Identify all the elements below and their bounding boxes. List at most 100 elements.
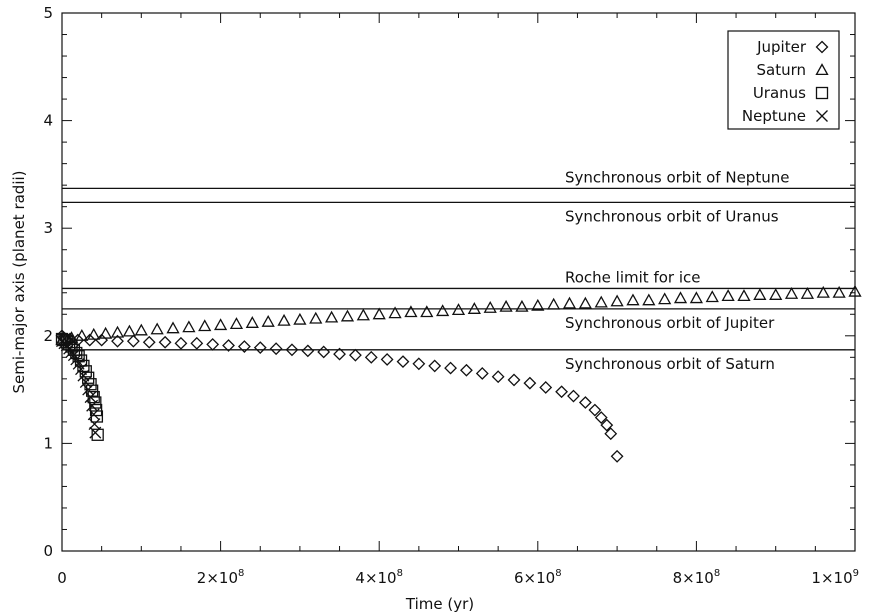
- saturn-marker: [309, 311, 323, 324]
- saturn-marker: [737, 289, 751, 302]
- saturn-marker: [800, 286, 815, 299]
- x-tick-label-mantissa: 1×10: [811, 569, 852, 587]
- jupiter-marker: [460, 363, 473, 377]
- saturn-marker: [689, 291, 704, 304]
- data-markers: [55, 284, 862, 463]
- x-tick-label-exponent: 8: [714, 568, 720, 579]
- saturn-marker: [547, 297, 561, 310]
- saturn-marker: [483, 300, 497, 313]
- saturn-marker: [87, 327, 101, 340]
- saturn-marker: [372, 307, 386, 320]
- legend-saturn-icon: [815, 63, 829, 76]
- jupiter-marker: [333, 347, 346, 361]
- x-tick-label: 8×108: [673, 568, 721, 587]
- jupiter-marker: [285, 343, 299, 357]
- legend-label-saturn: Saturn: [756, 61, 806, 79]
- saturn-marker: [642, 293, 656, 306]
- legend-neptune-icon: [816, 110, 828, 122]
- y-tick-label: 3: [43, 219, 53, 237]
- saturn-marker: [816, 285, 830, 298]
- jupiter-marker: [190, 336, 204, 350]
- neptune-marker: [79, 376, 92, 389]
- x-tick-label-exponent: 8: [397, 568, 403, 579]
- y-tick-label: 2: [43, 327, 53, 345]
- jupiter-marker: [158, 335, 172, 349]
- saturn-marker: [388, 306, 402, 319]
- jupiter-marker: [206, 337, 220, 351]
- x-tick-label-mantissa: 8×10: [673, 569, 714, 587]
- saturn-marker: [578, 296, 592, 309]
- neptune-marker: [87, 408, 100, 421]
- saturn-marker: [134, 323, 148, 336]
- uranus-marker: [90, 410, 104, 423]
- saturn-marker: [769, 288, 783, 300]
- neptune-marker: [89, 426, 102, 439]
- saturn-marker: [562, 296, 577, 309]
- jupiter-marker: [604, 427, 618, 441]
- uranus-marker: [82, 371, 95, 384]
- jupiter-marker: [491, 370, 505, 384]
- jupiter-marker: [237, 340, 251, 353]
- jupiter-marker: [364, 350, 378, 364]
- reference-label-synchronous-orbit-of-neptune: Synchronous orbit of Neptune: [565, 168, 789, 186]
- jupiter-marker: [269, 342, 283, 356]
- x-tick-label: 1×109: [811, 568, 859, 587]
- legend: Jupiter Saturn Uranus Neptune: [727, 30, 840, 130]
- reference-label-synchronous-orbit-of-saturn: Synchronous orbit of Saturn: [565, 355, 775, 373]
- saturn-marker: [261, 314, 275, 327]
- legend-label-jupiter: Jupiter: [756, 38, 807, 56]
- jupiter-marker: [588, 403, 602, 417]
- jupiter-marker: [555, 385, 569, 399]
- jupiter-marker: [523, 376, 537, 390]
- saturn-marker: [610, 294, 624, 307]
- neptune-marker: [75, 363, 87, 376]
- reference-label-synchronous-orbit-of-jupiter: Synchronous orbit of Jupiter: [565, 314, 775, 332]
- x-tick-label-mantissa: 2×10: [197, 569, 238, 587]
- jupiter-marker: [317, 345, 331, 359]
- x-tick-label: 0: [57, 569, 67, 587]
- uranus-marker: [79, 365, 92, 378]
- saturn-marker: [784, 286, 799, 299]
- legend-uranus-icon: [815, 86, 829, 100]
- jupiter-marker: [507, 373, 521, 387]
- jupiter-marker: [444, 361, 457, 375]
- series-neptune: [56, 335, 102, 439]
- jupiter-marker: [600, 418, 614, 432]
- jupiter-marker: [475, 367, 489, 380]
- axis-ticks: [61, 12, 856, 552]
- reference-lines: Synchronous orbit of Neptune Synchronous …: [62, 168, 855, 373]
- jupiter-marker: [222, 339, 235, 352]
- saturn-marker: [122, 324, 137, 337]
- saturn-marker: [705, 290, 719, 303]
- neptune-marker: [77, 369, 90, 382]
- saturn-marker: [150, 322, 164, 335]
- uranus-marker: [89, 403, 103, 417]
- saturn-marker: [531, 298, 545, 311]
- x-tick-label-exponent: 8: [555, 568, 561, 579]
- saturn-marker: [293, 312, 307, 325]
- jupiter-marker: [610, 449, 624, 463]
- saturn-marker: [110, 325, 125, 338]
- x-tick-label: 2×108: [197, 568, 245, 587]
- uranus-marker: [84, 378, 97, 391]
- x-tick-label: 4×108: [355, 568, 403, 587]
- jupiter-marker: [578, 396, 592, 409]
- x-tick-label: 6×108: [514, 568, 562, 587]
- saturn-marker: [626, 293, 640, 306]
- reference-label-roche-limit-for-ice: Roche limit for ice: [565, 268, 700, 286]
- saturn-marker: [213, 318, 228, 331]
- series-saturn: [55, 284, 862, 346]
- saturn-marker: [515, 299, 529, 312]
- reference-label-synchronous-orbit-of-uranus: Synchronous orbit of Uranus: [565, 207, 779, 225]
- legend-label-neptune: Neptune: [742, 107, 806, 125]
- jupiter-marker: [380, 353, 394, 366]
- jupiter-marker: [396, 355, 410, 369]
- saturn-marker: [499, 299, 513, 312]
- jupiter-marker: [111, 334, 124, 348]
- saturn-marker: [594, 295, 608, 308]
- uranus-marker: [91, 428, 104, 441]
- saturn-marker: [245, 316, 259, 328]
- y-tick-label: 5: [43, 4, 53, 22]
